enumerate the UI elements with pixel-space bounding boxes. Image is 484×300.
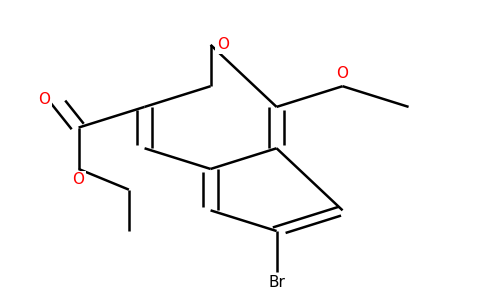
Text: O: O — [38, 92, 50, 107]
Text: Br: Br — [268, 275, 285, 290]
Text: O: O — [73, 172, 85, 188]
Text: O: O — [336, 66, 348, 81]
Text: O: O — [217, 37, 229, 52]
